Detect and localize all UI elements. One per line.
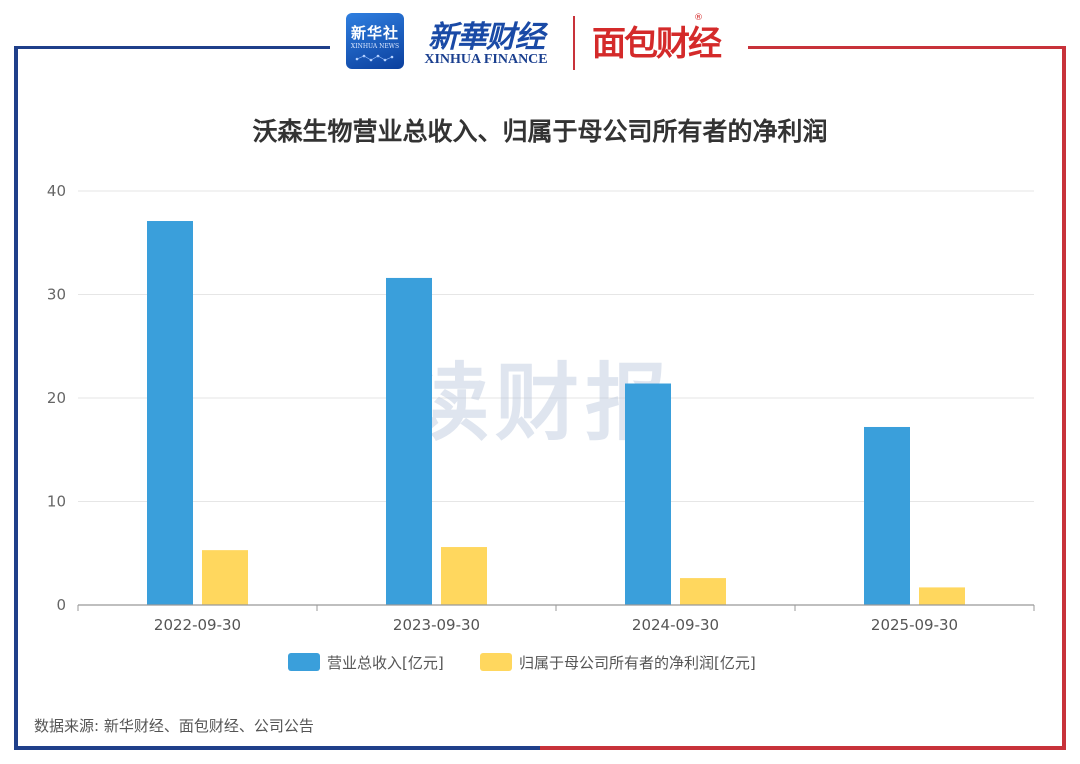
- bar-net-profit: [441, 547, 487, 605]
- frame-bottom-border: [14, 746, 1066, 750]
- frame-top-right-border: [748, 46, 1066, 49]
- logo-divider: [573, 16, 575, 70]
- bar-revenue: [147, 221, 193, 605]
- bar-net-profit: [202, 550, 248, 605]
- x-tick-label: 2025-09-30: [871, 616, 958, 634]
- y-tick-label: 30: [47, 286, 66, 304]
- bar-net-profit: [919, 587, 965, 605]
- legend-item-revenue: 营业总收入[亿元]: [288, 651, 444, 673]
- xinhua-finance-logo-en: XINHUA FINANCE: [424, 52, 548, 67]
- y-tick-label: 40: [47, 182, 66, 200]
- network-dots-icon: [355, 54, 394, 62]
- x-tick-label: 2023-09-30: [393, 616, 480, 634]
- y-tick-label: 0: [56, 596, 66, 614]
- legend-label-net-profit: 归属于母公司所有者的净利润[亿元]: [519, 653, 756, 672]
- legend-item-net-profit: 归属于母公司所有者的净利润[亿元]: [480, 651, 756, 673]
- y-tick-label: 20: [47, 389, 66, 407]
- xinhua-finance-logo-cn: 新華财经: [428, 20, 545, 55]
- mianbao-finance-logo: 面包财经: [592, 24, 722, 64]
- xinhua-news-logo-text: 新华社: [350, 24, 399, 42]
- chart-title: 沃森生物营业总收入、归属于母公司所有者的净利润: [252, 117, 828, 146]
- frame-left-border: [14, 46, 18, 750]
- legend-swatch-revenue: [288, 653, 320, 671]
- bar-revenue: [864, 426, 910, 605]
- y-tick-label: 10: [47, 493, 66, 511]
- chart-legend: 营业总收入[亿元] 归属于母公司所有者的净利润[亿元]: [0, 651, 1080, 673]
- registered-mark: ®: [694, 13, 703, 23]
- legend-swatch-net-profit: [480, 653, 512, 671]
- bar-revenue: [386, 277, 432, 605]
- bar-net-profit: [680, 578, 726, 605]
- frame-top-left-border: [14, 46, 330, 49]
- bar-revenue: [625, 383, 671, 605]
- x-tick-label: 2024-09-30: [632, 616, 719, 634]
- frame-right-border: [1062, 46, 1066, 750]
- xinhua-news-logo: 新华社 XINHUA NEWS: [346, 13, 404, 69]
- data-source-note: 数据来源: 新华财经、面包财经、公司公告: [34, 717, 314, 735]
- legend-label-revenue: 营业总收入[亿元]: [327, 653, 444, 672]
- x-tick-label: 2022-09-30: [154, 616, 241, 634]
- xinhua-news-logo-subtext: XINHUA NEWS: [350, 43, 400, 50]
